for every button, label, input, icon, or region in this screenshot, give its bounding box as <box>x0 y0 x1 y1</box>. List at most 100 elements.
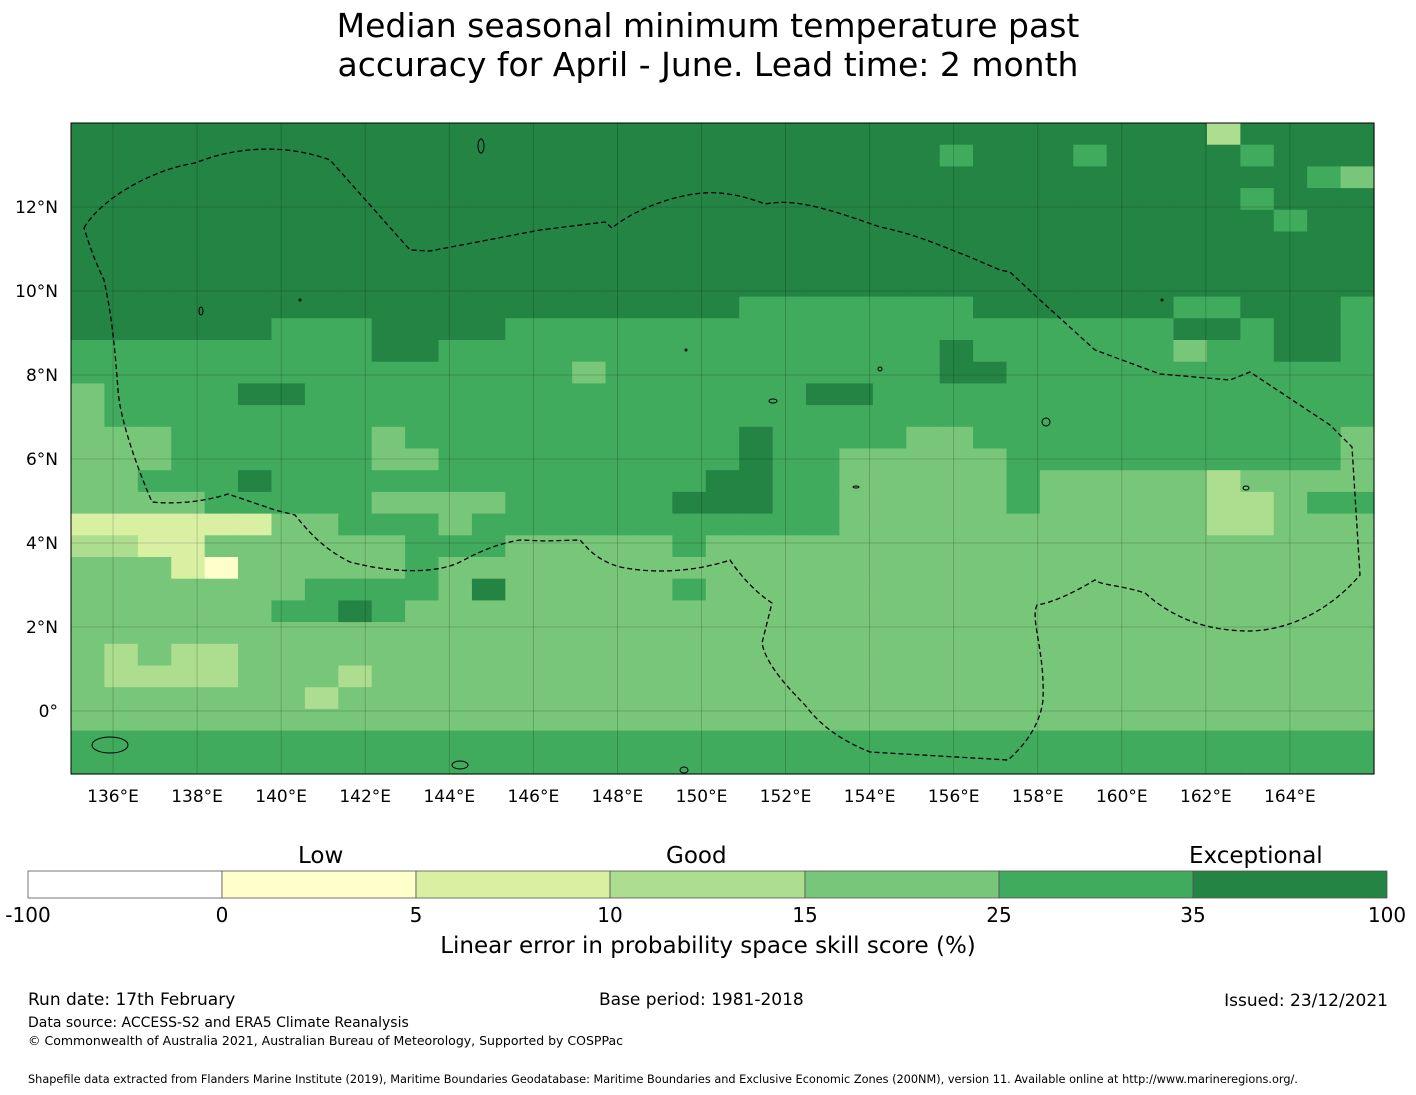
skill-cell <box>705 752 740 775</box>
skill-cell <box>1073 166 1108 189</box>
skill-cell <box>739 296 774 319</box>
skill-cell <box>104 535 139 558</box>
skill-cell <box>1273 209 1308 233</box>
skill-cell <box>104 209 139 233</box>
skill-cell <box>939 166 974 189</box>
skill-cell <box>906 708 941 732</box>
longitude-label: 160°E <box>1096 787 1148 807</box>
skill-cell <box>505 318 540 341</box>
latitude-label: 8°N <box>26 366 58 386</box>
skill-cell <box>471 708 506 732</box>
skill-cell <box>806 231 841 254</box>
skill-cell <box>906 144 941 167</box>
skill-cell <box>71 340 106 363</box>
skill-cell <box>872 383 907 406</box>
skill-cell <box>405 535 440 558</box>
skill-cell <box>906 535 941 558</box>
skill-cell <box>872 470 907 493</box>
skill-cell <box>638 535 673 558</box>
skill-cell <box>1206 253 1241 276</box>
skill-cell <box>438 578 473 601</box>
skill-cell <box>1140 708 1175 732</box>
skill-cell <box>1039 426 1074 450</box>
skill-cell <box>137 752 172 775</box>
skill-cell <box>471 535 506 558</box>
skill-cell <box>1206 405 1241 428</box>
skill-cell <box>705 253 740 276</box>
skill-cell <box>839 253 874 276</box>
skill-cell <box>1006 491 1041 515</box>
skill-cell <box>1273 405 1308 428</box>
legend-swatch <box>804 870 1000 899</box>
skill-cell <box>973 578 1008 601</box>
skill-cell <box>104 643 139 667</box>
skill-cell <box>1073 687 1108 710</box>
skill-cell <box>1106 665 1141 688</box>
skill-cell <box>906 622 941 645</box>
skill-cell <box>638 383 673 406</box>
skill-cell <box>839 557 874 580</box>
skill-cell <box>271 730 306 753</box>
skill-cell <box>71 166 106 189</box>
skill-cell <box>806 600 841 623</box>
skill-cell <box>1273 557 1308 580</box>
skill-cell <box>605 448 640 471</box>
skill-cell <box>1173 426 1208 450</box>
skill-cell <box>739 730 774 753</box>
skill-cell <box>1039 383 1074 406</box>
skill-cell <box>605 318 640 341</box>
skill-cell <box>104 491 139 515</box>
skill-cell <box>739 708 774 732</box>
skill-cell <box>906 405 941 428</box>
skill-cell <box>405 274 440 298</box>
skill-cell <box>338 643 373 667</box>
skill-cell <box>1173 405 1208 428</box>
skill-cell <box>739 491 774 515</box>
skill-cell <box>1140 383 1175 406</box>
legend-tick: 35 <box>1180 903 1206 927</box>
skill-cell <box>1240 708 1275 732</box>
skill-cell <box>1106 752 1141 775</box>
skill-cell <box>1273 448 1308 471</box>
skill-cell <box>1039 274 1074 298</box>
skill-cell <box>505 144 540 167</box>
skill-cell <box>371 318 406 341</box>
skill-cell <box>238 470 273 493</box>
skill-cell <box>1140 578 1175 601</box>
skill-cell <box>1073 752 1108 775</box>
skill-cell <box>772 687 807 710</box>
skill-cell <box>806 188 841 211</box>
skill-cell <box>1173 513 1208 536</box>
title-line-1: Median seasonal minimum temperature past <box>336 6 1080 45</box>
skill-cell <box>505 491 540 515</box>
skill-cell <box>405 578 440 601</box>
skill-cell <box>1340 752 1375 775</box>
skill-cell <box>839 231 874 254</box>
skill-cell <box>1273 361 1308 384</box>
skill-cell <box>1140 144 1175 167</box>
skill-cell <box>1039 665 1074 688</box>
skill-cell <box>1173 383 1208 406</box>
skill-cell <box>471 622 506 645</box>
skill-cell <box>171 318 206 341</box>
skill-cell <box>1273 643 1308 667</box>
skill-cell <box>137 643 172 667</box>
skill-cell <box>505 361 540 384</box>
skill-cell <box>1340 665 1375 688</box>
skill-cell <box>338 209 373 233</box>
skill-cell <box>1273 708 1308 732</box>
skill-cell <box>171 752 206 775</box>
skill-cell <box>1173 209 1208 233</box>
skill-cell <box>839 535 874 558</box>
skill-cell <box>271 274 306 298</box>
skill-cell <box>906 426 941 450</box>
skill-cell <box>338 318 373 341</box>
skill-cell <box>739 448 774 471</box>
skill-cell <box>906 470 941 493</box>
skill-cell <box>538 535 573 558</box>
skill-cell <box>638 491 673 515</box>
skill-cell <box>906 491 941 515</box>
skill-cell <box>1206 361 1241 384</box>
skill-cell <box>872 296 907 319</box>
skill-cell <box>204 600 239 623</box>
